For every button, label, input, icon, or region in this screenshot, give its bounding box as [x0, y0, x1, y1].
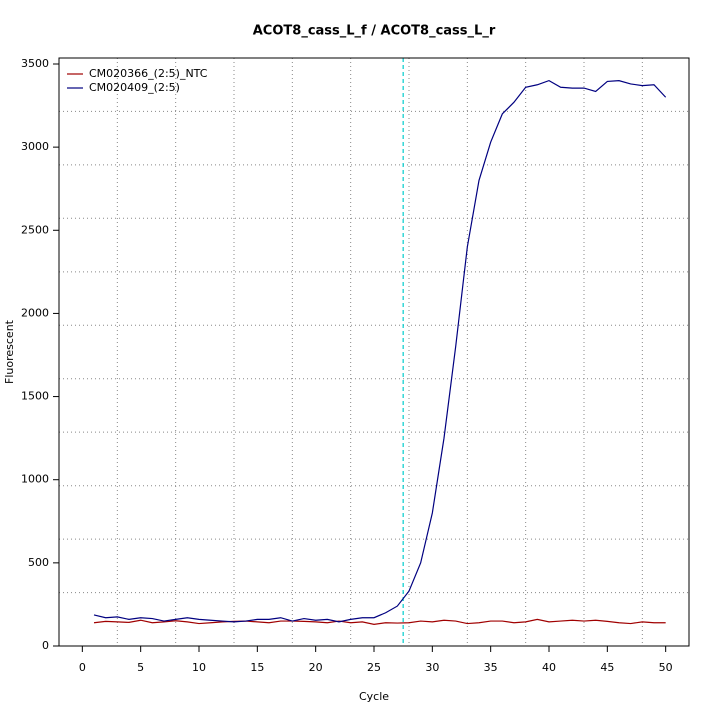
y-tick-label: 3000 — [21, 140, 49, 153]
y-tick-label: 2500 — [21, 223, 49, 236]
y-tick-label: 2000 — [21, 306, 49, 319]
y-tick-label: 500 — [28, 556, 49, 569]
x-tick-label: 50 — [659, 661, 673, 674]
x-tick-label: 25 — [367, 661, 381, 674]
x-tick-label: 15 — [250, 661, 264, 674]
y-tick-label: 1500 — [21, 390, 49, 403]
y-tick-label: 0 — [42, 639, 49, 652]
x-tick-label: 45 — [600, 661, 614, 674]
x-axis-label: Cycle — [359, 690, 389, 703]
y-axis-label: Fluorescent — [3, 319, 16, 384]
y-tick-label: 3500 — [21, 57, 49, 70]
x-tick-label: 20 — [309, 661, 323, 674]
y-tick-label: 1000 — [21, 473, 49, 486]
x-tick-label: 10 — [192, 661, 206, 674]
plot-frame — [58, 57, 690, 647]
x-tick-label: 5 — [137, 661, 144, 674]
x-tick-label: 35 — [484, 661, 498, 674]
x-tick-label: 30 — [425, 661, 439, 674]
legend-label: CM020409_(2:5) — [89, 81, 180, 94]
chart-title: ACOT8_cass_L_f / ACOT8_cass_L_r — [253, 24, 496, 39]
x-tick-label: 40 — [542, 661, 556, 674]
series-line — [93, 618, 666, 625]
series-line — [93, 79, 667, 623]
legend-label: CM020366_(2:5)_NTC — [89, 67, 208, 80]
x-tick-label: 0 — [79, 661, 86, 674]
